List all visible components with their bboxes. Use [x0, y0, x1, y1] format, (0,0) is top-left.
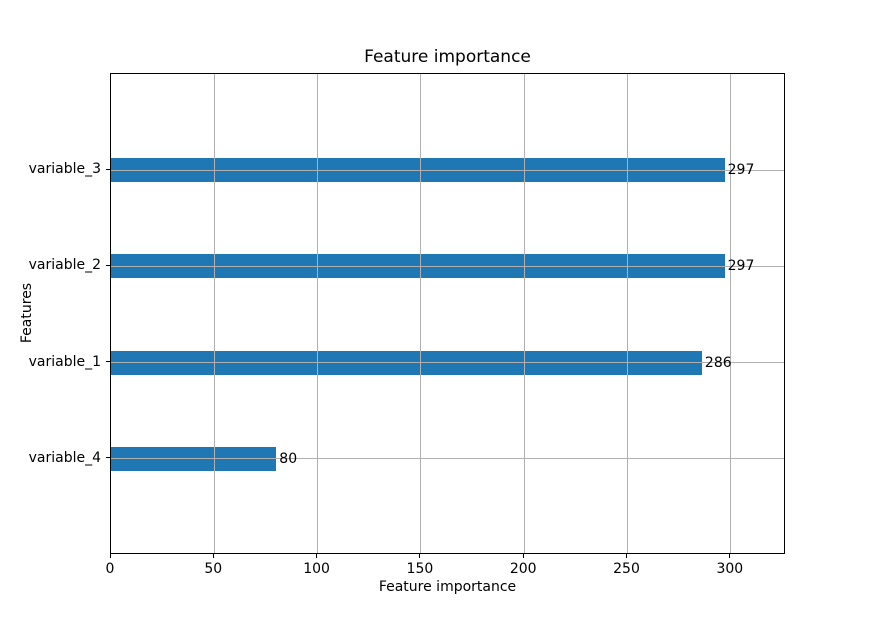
- y-tick-label-variable_4: variable_4: [28, 449, 101, 466]
- x-tick-mark: [316, 554, 318, 558]
- x-tick-mark: [419, 554, 421, 558]
- y-tick-mark: [106, 168, 110, 170]
- x-tick-label: 50: [204, 561, 223, 577]
- x-axis-label: Feature importance: [378, 579, 517, 595]
- y-tick-label-variable_1: variable_1: [28, 353, 101, 370]
- x-tick-label: 250: [613, 561, 640, 577]
- chart-title: Feature importance: [364, 47, 531, 67]
- bar-value-label: 297: [727, 258, 755, 275]
- x-tick-label: 0: [105, 561, 115, 577]
- gridline-vertical: [730, 74, 732, 553]
- y-tick-mark: [106, 361, 110, 363]
- x-tick-label: 300: [716, 561, 744, 577]
- gridline-horizontal: [111, 362, 784, 364]
- x-tick-label: 200: [509, 561, 537, 577]
- gridline-vertical: [523, 74, 525, 553]
- x-tick-mark: [109, 554, 111, 558]
- bar-value-label: 297: [727, 162, 755, 179]
- y-axis-label: Features: [19, 282, 35, 344]
- y-tick-mark: [106, 264, 110, 266]
- y-tick-label-variable_3: variable_3: [28, 161, 101, 178]
- x-tick-mark: [212, 554, 214, 558]
- x-tick-mark: [522, 554, 524, 558]
- bar-value-label: 286: [704, 354, 732, 371]
- x-tick-label: 150: [406, 561, 434, 577]
- gridline-vertical: [317, 74, 319, 553]
- gridline-vertical: [627, 74, 629, 553]
- gridline-horizontal: [111, 169, 784, 171]
- bar-value-label: 80: [279, 450, 298, 467]
- y-tick-label-variable_2: variable_2: [28, 257, 101, 274]
- gridline-vertical: [420, 74, 422, 553]
- x-tick-mark: [729, 554, 731, 558]
- x-tick-label: 100: [303, 561, 330, 577]
- gridline-vertical: [213, 74, 215, 553]
- y-tick-mark: [106, 457, 110, 459]
- gridline-horizontal: [111, 265, 784, 267]
- x-tick-mark: [626, 554, 628, 558]
- gridline-horizontal: [111, 458, 784, 460]
- plot-area: 297 297 286 80: [110, 73, 785, 554]
